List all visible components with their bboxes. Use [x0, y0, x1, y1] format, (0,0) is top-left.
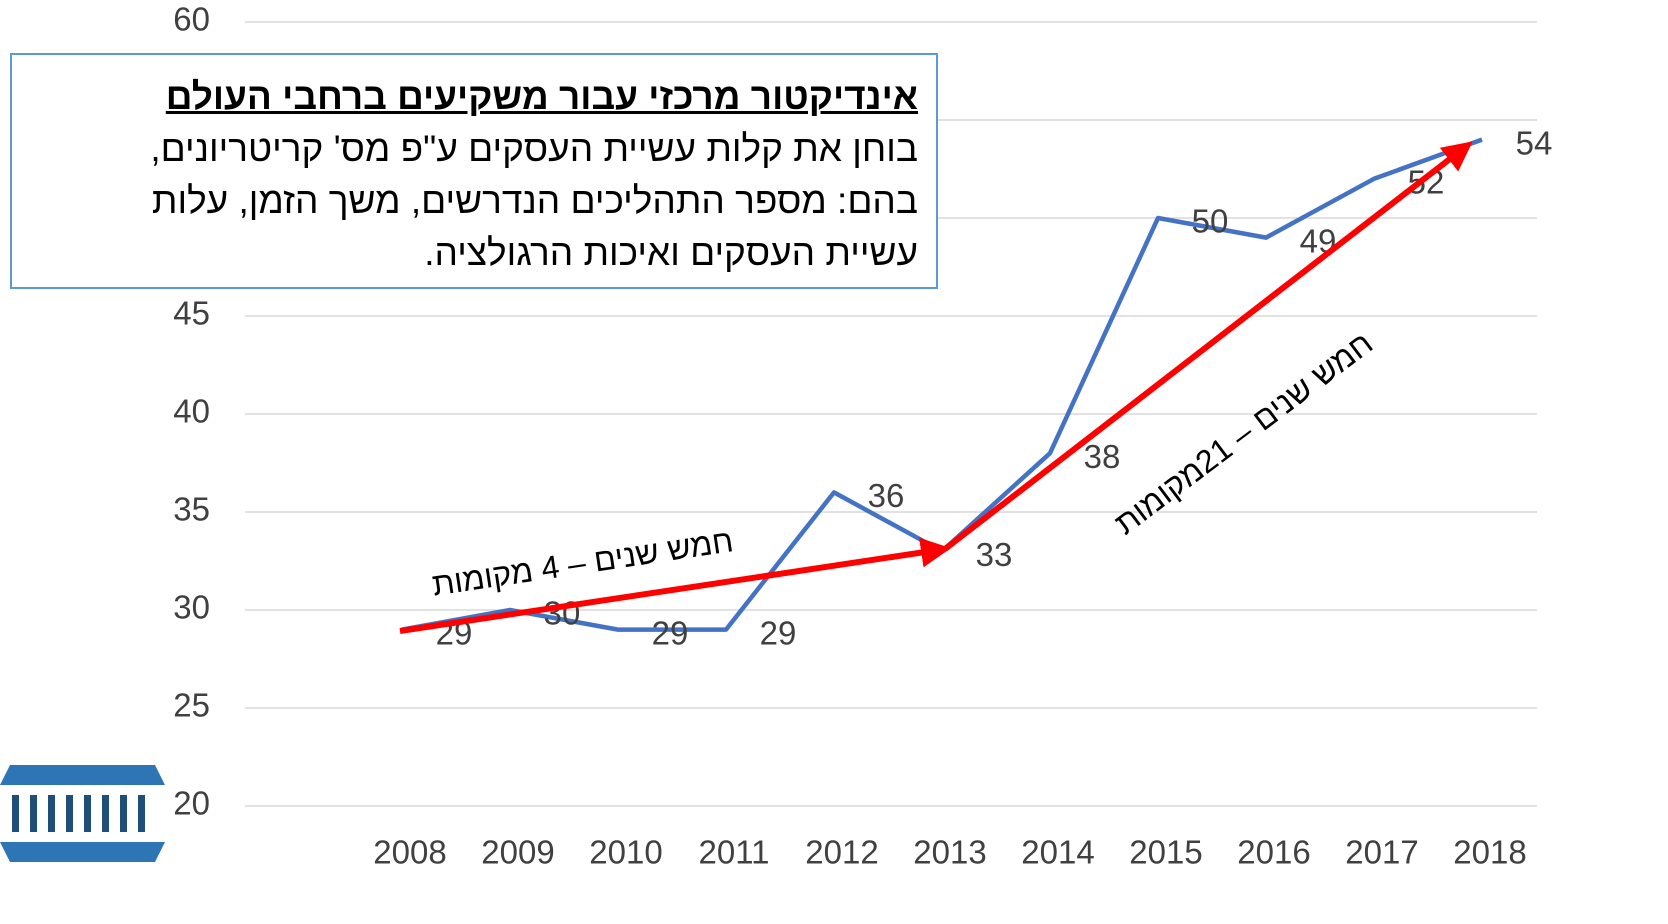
data-label: 50: [1192, 203, 1229, 240]
text-box: אינדיקטור מרכזי עבור משקיעים ברחבי העולם…: [10, 53, 938, 289]
grid: 2025303540455055602008200920102011201220…: [173, 1, 1537, 871]
x-tick-label: 2018: [1453, 834, 1526, 871]
x-tick-label: 2014: [1021, 834, 1094, 871]
x-tick-label: 2008: [373, 834, 446, 871]
y-tick-label: 30: [173, 589, 210, 626]
box-line: בוחן את קלות עשיית העסקים ע"פ מס' קריטרי…: [150, 128, 918, 169]
data-label: 33: [976, 536, 1013, 573]
x-tick-label: 2011: [699, 834, 770, 871]
data-label: 30: [544, 595, 581, 632]
y-tick-label: 35: [173, 491, 210, 528]
y-tick-label: 60: [173, 1, 210, 38]
trend-arrow: [943, 141, 1473, 552]
y-tick-label: 40: [173, 393, 210, 430]
x-tick-label: 2009: [481, 834, 554, 871]
x-tick-label: 2015: [1129, 834, 1202, 871]
x-tick-label: 2013: [913, 834, 986, 871]
trend-arrow: [399, 537, 951, 634]
x-tick-label: 2010: [589, 834, 662, 871]
y-tick-label: 25: [173, 687, 210, 724]
data-label: 38: [1084, 438, 1121, 475]
box-title: אינדיקטור מרכזי עבור משקיעים ברחבי העולם: [165, 76, 918, 117]
y-tick-label: 20: [173, 785, 210, 822]
data-label: 54: [1516, 124, 1553, 161]
box-line: עשיית העסקים ואיכות הרגולציה.: [424, 232, 918, 273]
box-line: בהם: מספר התהליכים הנדרשים, משך הזמן, על…: [151, 180, 918, 221]
x-tick-label: 2016: [1237, 834, 1310, 871]
building-icon: [0, 765, 165, 862]
data-label: 36: [868, 477, 905, 514]
x-tick-label: 2017: [1345, 834, 1418, 871]
y-tick-label: 45: [173, 295, 210, 332]
x-tick-label: 2012: [805, 834, 878, 871]
data-label: 29: [760, 614, 797, 651]
annotation: חמש שנים – 4 מקומות: [430, 522, 736, 602]
data-label: 29: [652, 614, 689, 651]
annotation: חמש שנים – 21מקומות: [1108, 325, 1379, 542]
